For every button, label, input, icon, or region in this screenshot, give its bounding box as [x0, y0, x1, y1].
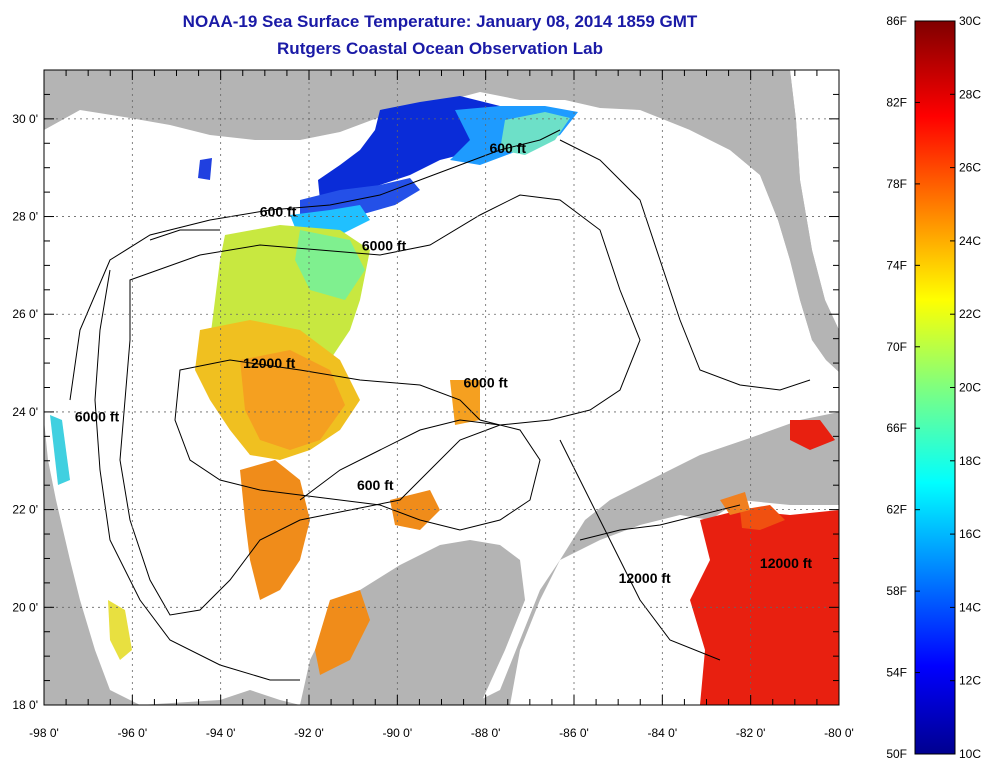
x-tick-label: -82 0': [736, 726, 766, 740]
colorbar-f-label: 86F: [886, 14, 907, 28]
x-tick-label: -80 0': [824, 726, 854, 740]
colorbar-c-label: 30C: [959, 14, 981, 28]
y-tick-label: 18 0': [12, 698, 38, 712]
contour-label: 600 ft: [357, 477, 394, 493]
lat-lon-grid: [44, 70, 839, 705]
colorbar-f-label: 50F: [886, 747, 907, 761]
x-axis-ticks: -98 0' -96 0' -94 0' -92 0' -90 0' -88 0' -86 …: [29, 726, 854, 740]
y-axis-ticks: 18 0' 20 0' 22 0' 24 0' 26 0' 28 0' 30 0': [12, 112, 38, 712]
x-tick-label: -90 0': [383, 726, 413, 740]
colorbar: [914, 20, 956, 755]
colorbar-c-label: 20C: [959, 381, 981, 395]
colorbar-f-label: 74F: [886, 258, 907, 272]
cuba-land: [640, 450, 839, 510]
contour-label: 6000 ft: [75, 409, 120, 425]
x-tick-label: -94 0': [206, 726, 236, 740]
colorbar-f-label: 70F: [886, 340, 907, 354]
atlantic-water: [790, 70, 839, 330]
colorbar-c-label: 24C: [959, 234, 981, 248]
y-tick-label: 26 0': [12, 307, 38, 321]
florida-land: [690, 70, 839, 372]
x-tick-label: -98 0': [29, 726, 59, 740]
map-subtitle: Rutgers Coastal Ocean Observation Lab: [277, 39, 603, 58]
colorbar-f-label: 54F: [886, 666, 907, 680]
frame-ticks: [43, 69, 840, 706]
colorbar-celsius-labels: 30C 28C 26C 24C 22C 20C 18C 16C 14C 12C 10C: [950, 14, 981, 761]
yucatan-land: [300, 540, 525, 705]
colorbar-c-label: 16C: [959, 527, 981, 541]
colorbar-fahrenheit-labels: 86F 82F 78F 74F 70F 66F 62F 58F 54F 50F: [886, 14, 920, 761]
map-title: NOAA-19 Sea Surface Temperature: January…: [182, 12, 698, 31]
x-tick-label: -92 0': [294, 726, 324, 740]
contour-label: 12000 ft: [243, 355, 295, 371]
colorbar-f-label: 66F: [886, 421, 907, 435]
colorbar-c-label: 22C: [959, 307, 981, 321]
contour-label: 6000 ft: [362, 238, 407, 254]
y-tick-label: 28 0': [12, 210, 38, 224]
colorbar-c-label: 10C: [959, 747, 981, 761]
x-tick-label: -88 0': [471, 726, 501, 740]
colorbar-c-label: 12C: [959, 674, 981, 688]
colorbar-f-label: 62F: [886, 503, 907, 517]
colorbar-c-label: 28C: [959, 87, 981, 101]
y-tick-label: 30 0': [12, 112, 38, 126]
sst-data-layer: [50, 96, 839, 705]
contour-label: 12000 ft: [760, 555, 812, 571]
depth-contours: [69, 129, 811, 681]
colorbar-c-label: 18C: [959, 454, 981, 468]
x-tick-label: -86 0': [559, 726, 589, 740]
x-tick-label: -84 0': [648, 726, 678, 740]
colorbar-c-label: 14C: [959, 600, 981, 614]
y-tick-label: 22 0': [12, 503, 38, 517]
x-tick-label: -96 0': [118, 726, 148, 740]
contour-label: 600 ft: [260, 204, 297, 220]
contour-label: 600 ft: [489, 140, 526, 156]
colorbar-f-label: 58F: [886, 584, 907, 598]
colorbar-f-label: 82F: [886, 95, 907, 109]
y-tick-label: 24 0': [12, 405, 38, 419]
colorbar-c-label: 26C: [959, 161, 981, 175]
colorbar-f-label: 78F: [886, 177, 907, 191]
y-tick-label: 20 0': [12, 600, 38, 614]
contour-label: 12000 ft: [619, 570, 671, 586]
